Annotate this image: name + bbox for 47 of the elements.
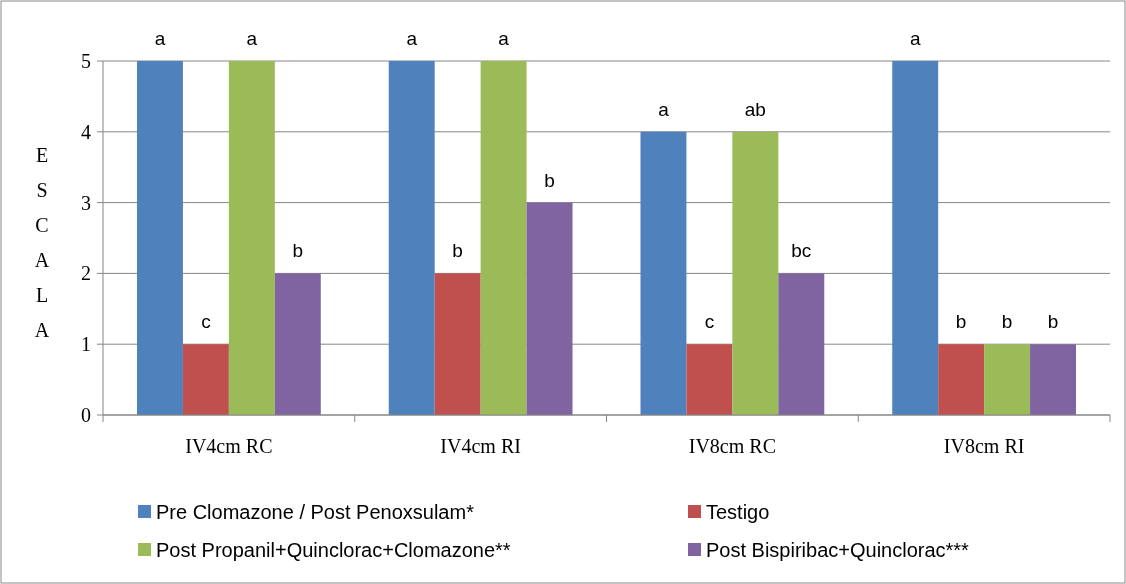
- y-tick-label: 1: [81, 333, 91, 356]
- y-axis-title: ESCALA: [34, 144, 50, 341]
- bar: [274, 273, 321, 415]
- x-tick-label: IV4cm RI: [440, 435, 521, 457]
- y-tick-label: 0: [81, 404, 91, 426]
- y-tick-label: 5: [81, 50, 91, 72]
- data-label: b: [452, 240, 463, 262]
- data-label: b: [955, 311, 967, 333]
- bar: [1030, 344, 1077, 415]
- data-label: a: [246, 28, 258, 49]
- x-tick-label: IV8cm RC: [688, 435, 776, 457]
- x-tick-label: IV8cm RI: [943, 435, 1025, 457]
- y-tick-label: 4: [81, 120, 91, 143]
- legend-label: Pre Clomazone / Post Penoxsulam*: [156, 501, 475, 523]
- bar: [892, 61, 939, 415]
- bar: [938, 344, 985, 415]
- data-label: a: [498, 28, 510, 49]
- legend-label: Post Bispiribac+Quinclorac***: [706, 539, 970, 561]
- bar: [136, 61, 183, 415]
- bar: [732, 131, 779, 415]
- bar: [640, 131, 687, 415]
- data-label: c: [704, 311, 715, 333]
- data-label: a: [406, 28, 418, 49]
- legend-label: Post Propanil+Quinclorac+Clomazone**: [156, 539, 511, 561]
- data-label: b: [1047, 311, 1059, 333]
- data-label: b: [292, 240, 304, 262]
- legend-label: Testigo: [706, 501, 770, 523]
- y-tick-label: 2: [81, 262, 91, 285]
- x-tick-label: IV4cm RC: [185, 435, 273, 457]
- data-label: a: [909, 28, 921, 49]
- bar: [480, 61, 527, 415]
- data-label: ab: [744, 98, 766, 120]
- bar: [526, 202, 573, 415]
- bar: [434, 273, 481, 415]
- y-tick-label: 3: [81, 191, 91, 214]
- data-label: c: [201, 311, 211, 333]
- bar: [228, 61, 275, 415]
- data-label: a: [658, 98, 670, 120]
- bar: [778, 273, 825, 415]
- bar: [686, 344, 733, 415]
- data-label: a: [154, 28, 166, 49]
- bar: [182, 344, 229, 415]
- bar: [984, 344, 1031, 415]
- data-label: b: [1001, 311, 1013, 333]
- bar: [388, 61, 435, 415]
- data-label: bc: [791, 240, 812, 262]
- data-label: b: [544, 169, 555, 191]
